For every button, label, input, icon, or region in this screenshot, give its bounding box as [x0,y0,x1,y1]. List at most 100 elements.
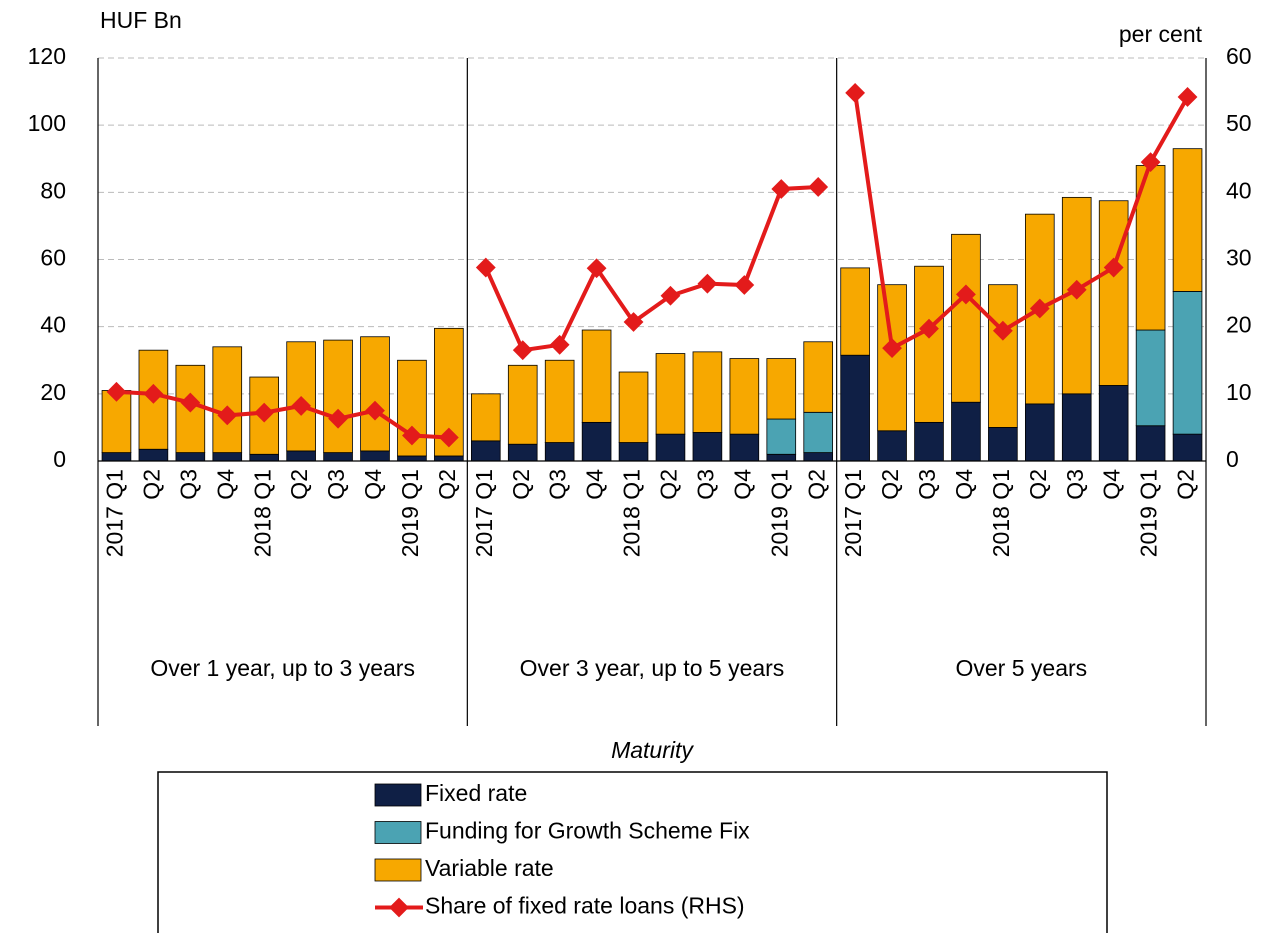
x-tick-label: 2019 Q1 [766,469,792,557]
bar [138,448,169,462]
bar [581,329,612,423]
legend-label: Share of fixed rate loans (RHS) [425,893,745,919]
bar [397,455,427,462]
line-marker [771,179,792,199]
bar [507,443,538,462]
line-series [853,92,1190,352]
y2-tick-label: 20 [1226,312,1252,338]
line-marker [217,405,238,426]
y2-tick-label: 10 [1226,379,1252,405]
bar [1135,425,1166,462]
x-tick-label: Q2 [656,469,682,500]
bar [544,442,575,462]
line-marker [106,381,127,402]
bar [360,336,390,452]
x-tick-label: 2018 Q1 [249,469,275,557]
x-tick-label: Q3 [545,469,571,500]
x-tick-label: Q2 [1025,469,1051,500]
bar [988,427,1018,462]
bar [618,371,649,443]
x-tick-label: Q2 [803,469,829,500]
bar [692,351,723,433]
y-tick-label: 40 [40,312,66,338]
line-marker [1066,279,1087,300]
bar [1172,433,1203,462]
line-marker [475,257,496,278]
line-marker [438,427,459,448]
x-tick-label: Q3 [914,469,940,500]
line-marker [992,320,1013,341]
y2-tick-label: 0 [1226,446,1239,472]
line-marker [956,284,976,305]
x-tick-label: Q4 [360,469,386,500]
x-tick-label: Q4 [1099,469,1125,500]
bar [655,433,686,462]
bar [988,284,1018,428]
bar [951,401,981,462]
bar [803,452,834,462]
line-marker [1103,257,1124,278]
bar [766,418,797,455]
line-marker [402,425,422,446]
bar [507,364,538,445]
legend-marker [389,897,409,918]
bar [914,421,944,462]
x-tick-label: Q3 [1062,469,1088,500]
legend-swatch [374,783,422,807]
y2-tick-label: 30 [1226,245,1252,271]
line-marker [328,408,348,429]
bar [1135,329,1166,427]
y-tick-label: 100 [28,110,66,136]
line-marker [845,83,866,103]
bar [286,450,316,462]
x-tick-label: Q4 [729,469,755,500]
y-tick-label: 0 [53,446,66,472]
line-marker [143,383,164,404]
legend-label: Fixed rate [425,780,527,806]
x-tick-label: Q2 [286,469,312,500]
y-tick-label: 120 [28,43,66,69]
y2-axis-title: per cent [1119,21,1203,47]
y2-tick-label: 60 [1226,43,1252,69]
x-tick-label: 2019 Q1 [1136,469,1162,557]
bar [692,432,723,462]
bar [729,433,760,462]
bar [877,430,907,462]
line-marker [254,402,275,423]
legend-box [157,771,1108,933]
bar [803,341,834,413]
bar [1061,393,1092,462]
bar [1098,200,1129,386]
bar [729,358,760,435]
line-marker [919,318,939,339]
x-tick-label: Q2 [1173,469,1199,500]
group-label: Over 5 years [955,655,1088,681]
bar [1172,291,1203,435]
bar [360,450,390,462]
line-marker [291,396,312,416]
bar [951,233,981,403]
bar [323,452,353,462]
x-tick-label: 2017 Q1 [102,469,128,557]
line-marker [808,177,829,197]
bar [212,346,243,454]
line-marker [586,258,607,279]
group-label: Over 3 year, up to 5 years [519,655,785,681]
bar [470,440,501,462]
y2-tick-label: 40 [1226,177,1252,203]
x-tick-label: Q2 [434,469,460,500]
line-marker [180,392,201,413]
x-tick-label: 2018 Q1 [988,469,1014,557]
bar [655,353,686,435]
bar [618,442,649,462]
bar [766,453,797,462]
bar [840,354,870,462]
x-tick-label: Q4 [582,469,608,500]
x-tick-label: Q4 [951,469,977,500]
x-tick-label: Q2 [138,469,164,500]
line-marker [734,275,755,295]
y-tick-label: 20 [40,379,66,405]
x-axis-title: Maturity [611,737,694,763]
line-series [483,184,819,353]
line-marker [512,340,533,361]
